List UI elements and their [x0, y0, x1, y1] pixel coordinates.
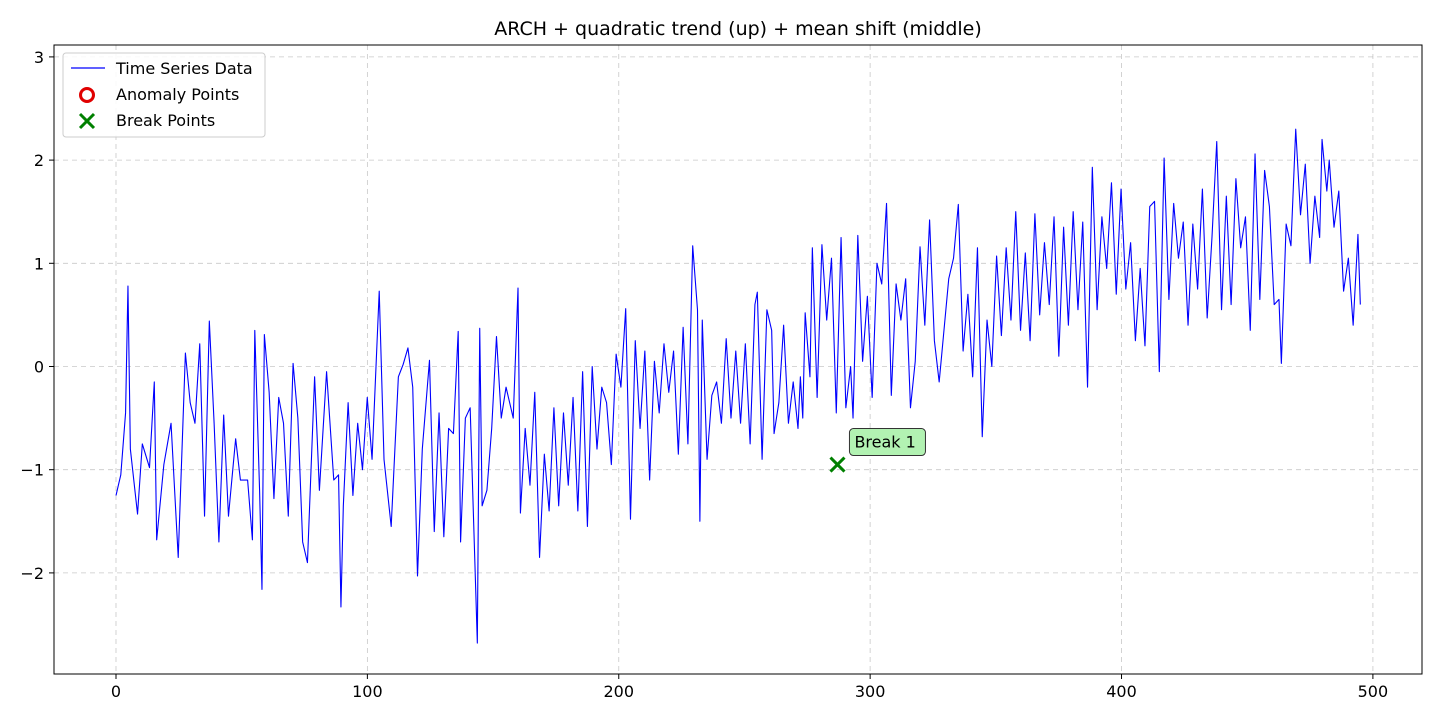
legend-label-break: Break Points	[116, 111, 215, 130]
axes: 0 100 200 300 400 500 −2 −1 0 1 2 3	[20, 48, 1388, 701]
chart-title: ARCH + quadratic trend (up) + mean shift…	[494, 18, 982, 40]
break-point-stroke	[829, 456, 846, 473]
break-point-marker	[829, 456, 846, 473]
x-tick-label: 500	[1358, 682, 1389, 701]
legend-label-series: Time Series Data	[115, 59, 253, 78]
grid	[54, 45, 1422, 674]
legend-frame	[62, 52, 266, 138]
x-tick-label: 300	[855, 682, 886, 701]
plot-frame	[53, 44, 1423, 675]
y-tick-label: 2	[34, 151, 44, 170]
legend-anomaly-marker	[79, 87, 95, 103]
legend: Time Series Data Anomaly Points Break Po…	[62, 52, 266, 138]
x-tick-label: 100	[352, 682, 383, 701]
x-tick-label: 200	[603, 682, 634, 701]
series-layer	[115, 128, 1361, 644]
y-tick-label: 1	[34, 254, 44, 273]
y-tick-label: 0	[34, 358, 44, 377]
series-line-time-series-data	[115, 128, 1361, 644]
y-tick-label: −2	[20, 564, 44, 583]
legend-label-anomaly: Anomaly Points	[116, 85, 239, 104]
x-tick-label: 400	[1106, 682, 1137, 701]
y-tick-label: 3	[34, 48, 44, 67]
annotations: Break 1	[848, 428, 926, 457]
annotation-label: Break 1	[854, 433, 915, 452]
x-tick-label: 0	[111, 682, 121, 701]
y-tick-label: −1	[20, 461, 44, 480]
annotation-box	[848, 428, 926, 457]
legend-break-marker	[78, 112, 96, 130]
